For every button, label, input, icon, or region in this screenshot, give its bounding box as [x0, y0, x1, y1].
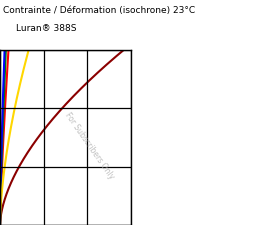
Text: For Subscribers Only: For Subscribers Only [63, 111, 115, 181]
Text: Contrainte / Déformation (isochrone) 23°C: Contrainte / Déformation (isochrone) 23°… [3, 6, 195, 15]
Text: Luran® 388S: Luran® 388S [16, 24, 76, 33]
